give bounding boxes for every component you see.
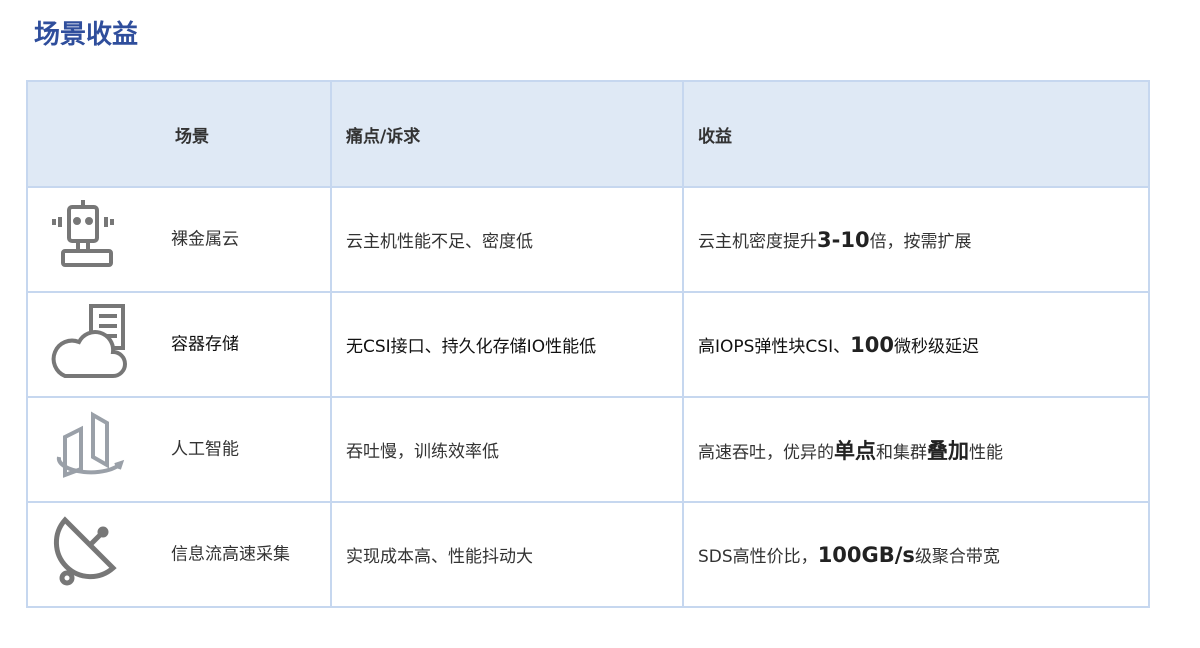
benefit-highlight: 100GB/s xyxy=(817,543,915,567)
benefit-text: 高速吞吐，优异的 xyxy=(698,442,834,463)
benefit-text: 级聚合带宽 xyxy=(914,547,1000,567)
scene-label: 容器存储 xyxy=(171,334,239,355)
scene-label: 信息流高速采集 xyxy=(171,544,290,565)
pain-cell: 吞吐慢，训练效率低 xyxy=(330,396,684,503)
header-benefit: 收益 xyxy=(682,80,1150,188)
satellite-dish-icon xyxy=(51,512,141,597)
table-row: 裸金属云 云主机性能不足、密度低 云主机密度提升3-10倍，按需扩展 xyxy=(26,186,1150,293)
benefit-text: SDS高性价比， xyxy=(698,547,818,567)
robot-icon xyxy=(51,197,141,282)
scenario-table: 场景 痛点/诉求 收益 裸金属云 云主机性能不足、密度低 云主机密度提升3-10… xyxy=(26,80,1150,608)
benefit-highlight: 3-10 xyxy=(817,228,870,252)
benefit-cell: 高速吞吐，优异的单点和集群叠加性能 xyxy=(682,396,1150,503)
benefit-text: 和集群 xyxy=(876,442,927,463)
header-pain: 痛点/诉求 xyxy=(330,80,684,188)
table-row: 人工智能 吞吐慢，训练效率低 高速吞吐，优异的单点和集群叠加性能 xyxy=(26,396,1150,503)
pain-cell: 无CSI接口、持久化存储IO性能低 xyxy=(330,291,684,398)
benefit-cell: SDS高性价比，100GB/s级聚合带宽 xyxy=(682,501,1150,608)
pain-cell: 实现成本高、性能抖动大 xyxy=(330,501,684,608)
benefit-text: 云主机密度提升 xyxy=(698,232,817,252)
benefit-highlight: 100 xyxy=(850,333,894,357)
pain-cell: 云主机性能不足、密度低 xyxy=(330,186,684,293)
benefit-cell: 云主机密度提升3-10倍，按需扩展 xyxy=(682,186,1150,293)
benefit-highlight: 单点 xyxy=(834,438,876,463)
benefit-text: 高IOPS弹性块CSI、 xyxy=(698,337,851,357)
cloud-server-icon xyxy=(51,302,141,387)
table-header: 场景 痛点/诉求 收益 xyxy=(26,80,1150,188)
benefit-highlight: 叠加 xyxy=(927,438,969,463)
table-row: 容器存储 无CSI接口、持久化存储IO性能低 高IOPS弹性块CSI、100微秒… xyxy=(26,291,1150,398)
panels-rotate-icon xyxy=(51,407,141,492)
page-title: 场景收益 xyxy=(34,20,139,50)
benefit-text: 微秒级延迟 xyxy=(893,337,979,357)
scene-label: 裸金属云 xyxy=(171,229,239,250)
header-label: 场景 xyxy=(175,126,209,147)
table-row: 信息流高速采集 实现成本高、性能抖动大 SDS高性价比，100GB/s级聚合带宽 xyxy=(26,501,1150,608)
scene-label: 人工智能 xyxy=(171,439,239,460)
benefit-cell: 高IOPS弹性块CSI、100微秒级延迟 xyxy=(682,291,1150,398)
benefit-text: 倍，按需扩展 xyxy=(869,232,972,252)
header-scene: 场景 xyxy=(26,80,332,188)
benefit-text: 性能 xyxy=(969,442,1003,463)
